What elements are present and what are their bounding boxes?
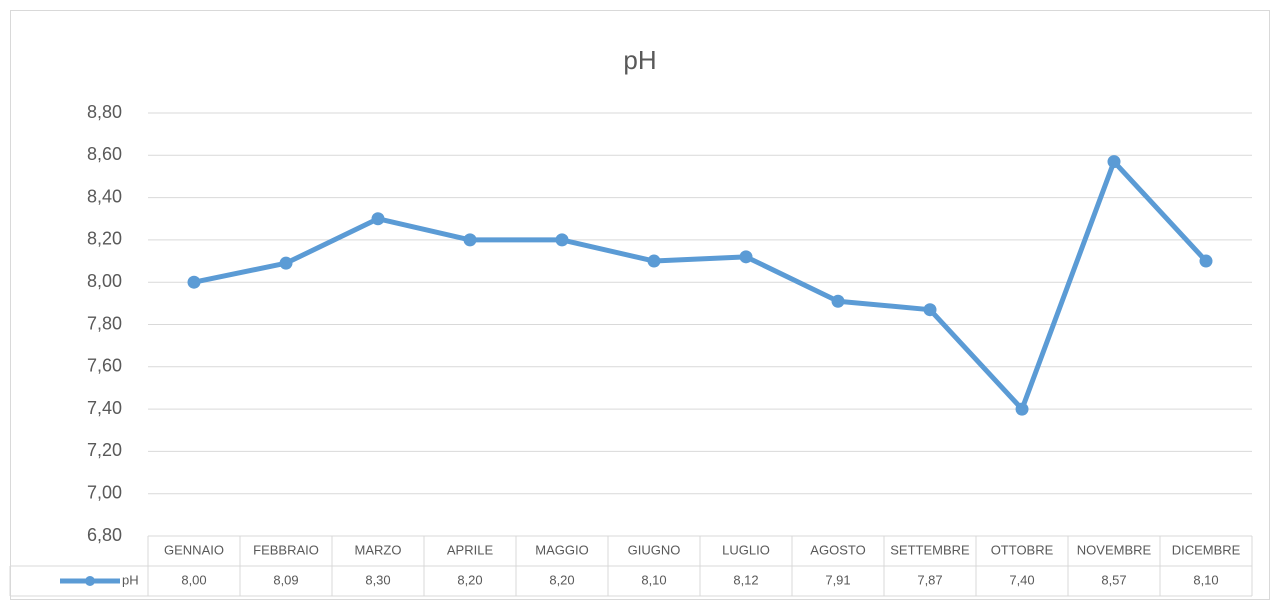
table-value: 8,10 (1193, 572, 1218, 587)
y-tick-label: 8,20 (87, 229, 122, 249)
x-tick-label: GIUGNO (628, 542, 681, 557)
data-point (371, 212, 385, 226)
x-tick-label: SETTEMBRE (890, 542, 970, 557)
y-tick-label: 7,20 (87, 440, 122, 460)
table-value: 8,20 (457, 572, 482, 587)
x-tick-label: OTTOBRE (991, 542, 1054, 557)
data-point (1199, 254, 1213, 268)
data-point (463, 233, 477, 247)
data-point (187, 275, 201, 289)
table-value: 7,87 (917, 572, 942, 587)
table-value: 8,00 (181, 572, 206, 587)
chart-title: pH (623, 45, 656, 75)
y-tick-label: 7,00 (87, 482, 122, 502)
data-point (739, 250, 753, 264)
x-tick-label: MAGGIO (535, 542, 588, 557)
x-tick-label: LUGLIO (722, 542, 770, 557)
x-tick-label: AGOSTO (810, 542, 865, 557)
table-value: 8,09 (273, 572, 298, 587)
y-tick-label: 6,80 (87, 525, 122, 545)
data-point (1015, 402, 1029, 416)
data-line (193, 159, 1208, 412)
data-point (555, 233, 569, 247)
x-tick-label: FEBBRAIO (253, 542, 319, 557)
y-tick-label: 8,00 (87, 271, 122, 291)
data-point (279, 256, 293, 270)
table-value: 8,20 (549, 572, 574, 587)
table-value: 7,40 (1009, 572, 1034, 587)
x-tick-label: GENNAIO (164, 542, 224, 557)
x-tick-label: APRILE (447, 542, 494, 557)
y-tick-label: 8,40 (87, 186, 122, 206)
data-point (647, 254, 661, 268)
y-tick-label: 7,40 (87, 398, 122, 418)
x-tick-label: DICEMBRE (1172, 542, 1241, 557)
legend-label: pH (122, 572, 139, 587)
y-tick-label: 8,80 (87, 102, 122, 122)
data-point (831, 294, 845, 308)
y-tick-label: 7,60 (87, 356, 122, 376)
legend-marker (85, 576, 95, 586)
x-tick-label: MARZO (355, 542, 402, 557)
y-tick-label: 7,80 (87, 313, 122, 333)
data-point (923, 303, 937, 317)
table-value: 8,12 (733, 572, 758, 587)
chart-border (10, 10, 1270, 600)
y-tick-label: 8,60 (87, 144, 122, 164)
data-point (1107, 155, 1121, 169)
table-value: 8,57 (1101, 572, 1126, 587)
table-value: 8,10 (641, 572, 666, 587)
x-tick-label: NOVEMBRE (1077, 542, 1152, 557)
table-value: 8,30 (365, 572, 390, 587)
table-value: 7,91 (825, 572, 850, 587)
